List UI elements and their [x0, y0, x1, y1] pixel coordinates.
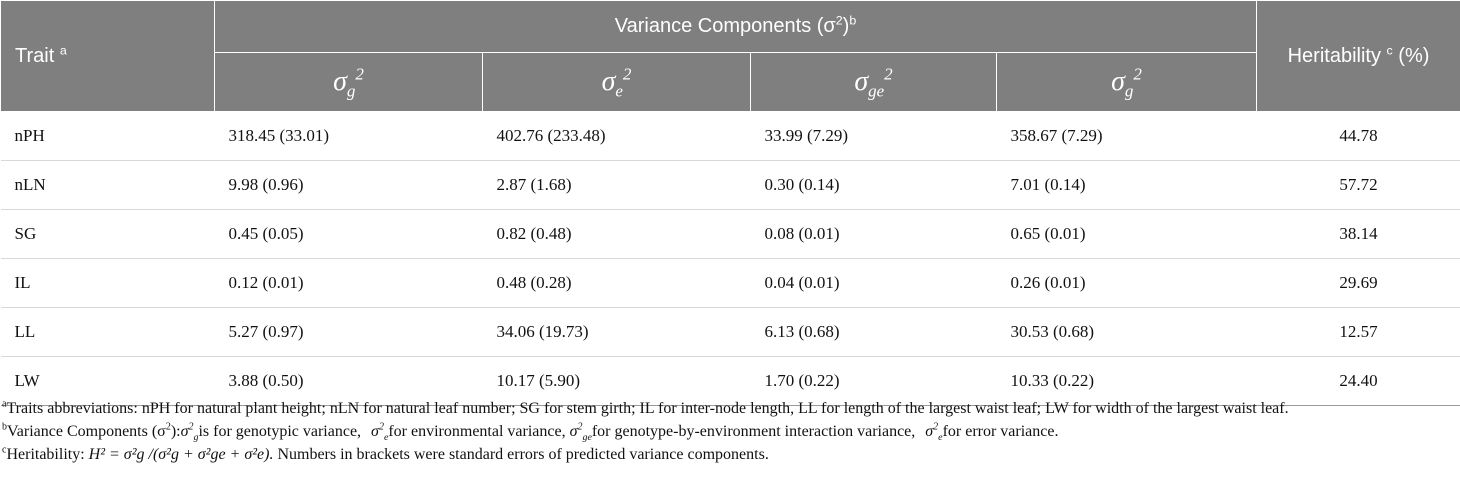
- cell-sigma-e: 2.87 (1.68): [482, 160, 751, 210]
- cell-trait: nLN: [0, 160, 215, 210]
- header-heritability-label: Heritability: [1287, 44, 1381, 67]
- footnote-b-lead-close: ):: [170, 423, 181, 440]
- table-footnotes: aTraits abbreviations: nPH for natural p…: [0, 397, 1460, 466]
- header-trait: Trait a: [0, 0, 215, 112]
- footnote-b-sigma-e-2: σ2e: [925, 421, 943, 444]
- cell-sigma-e: 0.48 (0.28): [482, 258, 751, 308]
- cell-sigma-g-2: 10.33 (0.22): [996, 356, 1257, 406]
- cell-trait: LW: [0, 356, 215, 406]
- footnote-b-mark: b: [2, 421, 7, 433]
- subheader-sigma-ge: σge2: [750, 52, 997, 112]
- footnote-c-mark: c: [2, 444, 7, 456]
- table-row: SG 0.45 (0.05) 0.82 (0.48) 0.08 (0.01) 0…: [0, 209, 1460, 259]
- table-row: LW 3.88 (0.50) 10.17 (5.90) 1.70 (0.22) …: [0, 356, 1460, 406]
- header-heritability-unit: (%): [1398, 44, 1430, 67]
- footnote-b-lead: Variance Components (σ: [7, 423, 166, 440]
- footnote-b-text-2: for environmental variance,: [388, 423, 566, 440]
- cell-sigma-ge: 1.70 (0.22): [750, 356, 997, 406]
- cell-sigma-e: 34.06 (19.73): [482, 307, 751, 357]
- header-trait-label: Trait: [15, 44, 55, 67]
- header-variance-footnote-mark: b: [849, 13, 857, 28]
- footnote-c-lead: Heritability:: [6, 446, 85, 463]
- cell-heritability: 57.72: [1256, 160, 1460, 210]
- cell-sigma-e: 402.76 (233.48): [482, 111, 751, 161]
- cell-sigma-g: 5.27 (0.97): [214, 307, 483, 357]
- subheader-sigma-g-2: σg2: [995, 52, 1258, 112]
- cell-sigma-g-2: 7.01 (0.14): [996, 160, 1257, 210]
- cell-trait: IL: [0, 258, 215, 308]
- cell-sigma-g: 3.88 (0.50): [214, 356, 483, 406]
- table-row: IL 0.12 (0.01) 0.48 (0.28) 0.04 (0.01) 0…: [0, 258, 1460, 308]
- cell-heritability: 29.69: [1256, 258, 1460, 308]
- footnote-b: bVariance Components (σ2):σ2gis for geno…: [0, 420, 1460, 443]
- table-header: Trait a Variance Components (σ2)b Herita…: [0, 0, 1460, 112]
- cell-sigma-e: 0.82 (0.48): [482, 209, 751, 259]
- footnote-b-sigma-ge: σ2ge: [569, 421, 592, 444]
- footnote-b-text-3: for genotype-by-environment interaction …: [591, 423, 916, 440]
- cell-sigma-g: 0.45 (0.05): [214, 209, 483, 259]
- cell-sigma-g-2: 358.67 (7.29): [996, 111, 1257, 161]
- header-heritability: Heritability c (%): [1256, 0, 1460, 112]
- cell-heritability: 44.78: [1256, 111, 1460, 161]
- table-row: nPH 318.45 (33.01) 402.76 (233.48) 33.99…: [0, 111, 1460, 161]
- cell-sigma-g-2: 30.53 (0.68): [996, 307, 1257, 357]
- footnote-a-mark: a: [2, 398, 7, 410]
- cell-trait: LL: [0, 307, 215, 357]
- table-row: LL 5.27 (0.97) 34.06 (19.73) 6.13 (0.68)…: [0, 307, 1460, 357]
- cell-trait: nPH: [0, 111, 215, 161]
- footnote-b-sigma-e: σ2e: [371, 421, 389, 444]
- header-trait-footnote-mark: a: [59, 42, 67, 57]
- footnote-b-square: 2: [165, 421, 171, 433]
- cell-sigma-ge: 33.99 (7.29): [750, 111, 997, 161]
- header-variance-square: 2: [835, 13, 843, 28]
- header-variance-close: ): [842, 15, 850, 37]
- cell-sigma-g: 9.98 (0.96): [214, 160, 483, 210]
- cell-sigma-ge: 0.04 (0.01): [750, 258, 997, 308]
- cell-heritability: 24.40: [1256, 356, 1460, 406]
- table-body: nPH 318.45 (33.01) 402.76 (233.48) 33.99…: [0, 111, 1460, 406]
- cell-heritability: 12.57: [1256, 307, 1460, 357]
- variance-components-table: Trait a Variance Components (σ2)b Herita…: [0, 0, 1460, 406]
- subheader-sigma-g: σg2: [214, 52, 483, 112]
- subheader-sigma-e: σe2: [482, 52, 751, 112]
- cell-trait: SG: [0, 209, 215, 259]
- footnote-b-sigma-g: σ2g: [180, 421, 199, 444]
- cell-heritability: 38.14: [1256, 209, 1460, 259]
- cell-sigma-ge: 6.13 (0.68): [750, 307, 997, 357]
- footnote-c: cHeritability: H² = σ²g /(σ²g + σ²ge + σ…: [0, 443, 1460, 466]
- table-row: nLN 9.98 (0.96) 2.87 (1.68) 0.30 (0.14) …: [0, 160, 1460, 210]
- footnote-b-text-4: for error variance.: [942, 423, 1059, 440]
- header-variance-label: Variance Components (σ: [614, 15, 836, 37]
- footnote-b-text-1: is for genotypic variance,: [198, 423, 362, 440]
- cell-sigma-g-2: 0.65 (0.01): [996, 209, 1257, 259]
- footnote-c-formula: H² = σ²g /(σ²g + σ²ge + σ²e).: [88, 446, 274, 463]
- cell-sigma-g-2: 0.26 (0.01): [996, 258, 1257, 308]
- footnote-a: aTraits abbreviations: nPH for natural p…: [0, 397, 1460, 420]
- cell-sigma-g: 318.45 (33.01): [214, 111, 483, 161]
- header-heritability-footnote-mark: c: [1386, 42, 1393, 57]
- footnote-a-text: Traits abbreviations: nPH for natural pl…: [6, 400, 1289, 417]
- footnote-c-tail: Numbers in brackets were standard errors…: [277, 446, 769, 463]
- cell-sigma-e: 10.17 (5.90): [482, 356, 751, 406]
- cell-sigma-ge: 0.30 (0.14): [750, 160, 997, 210]
- header-variance-components: Variance Components (σ2)b: [213, 0, 1258, 53]
- cell-sigma-g: 0.12 (0.01): [214, 258, 483, 308]
- cell-sigma-ge: 0.08 (0.01): [750, 209, 997, 259]
